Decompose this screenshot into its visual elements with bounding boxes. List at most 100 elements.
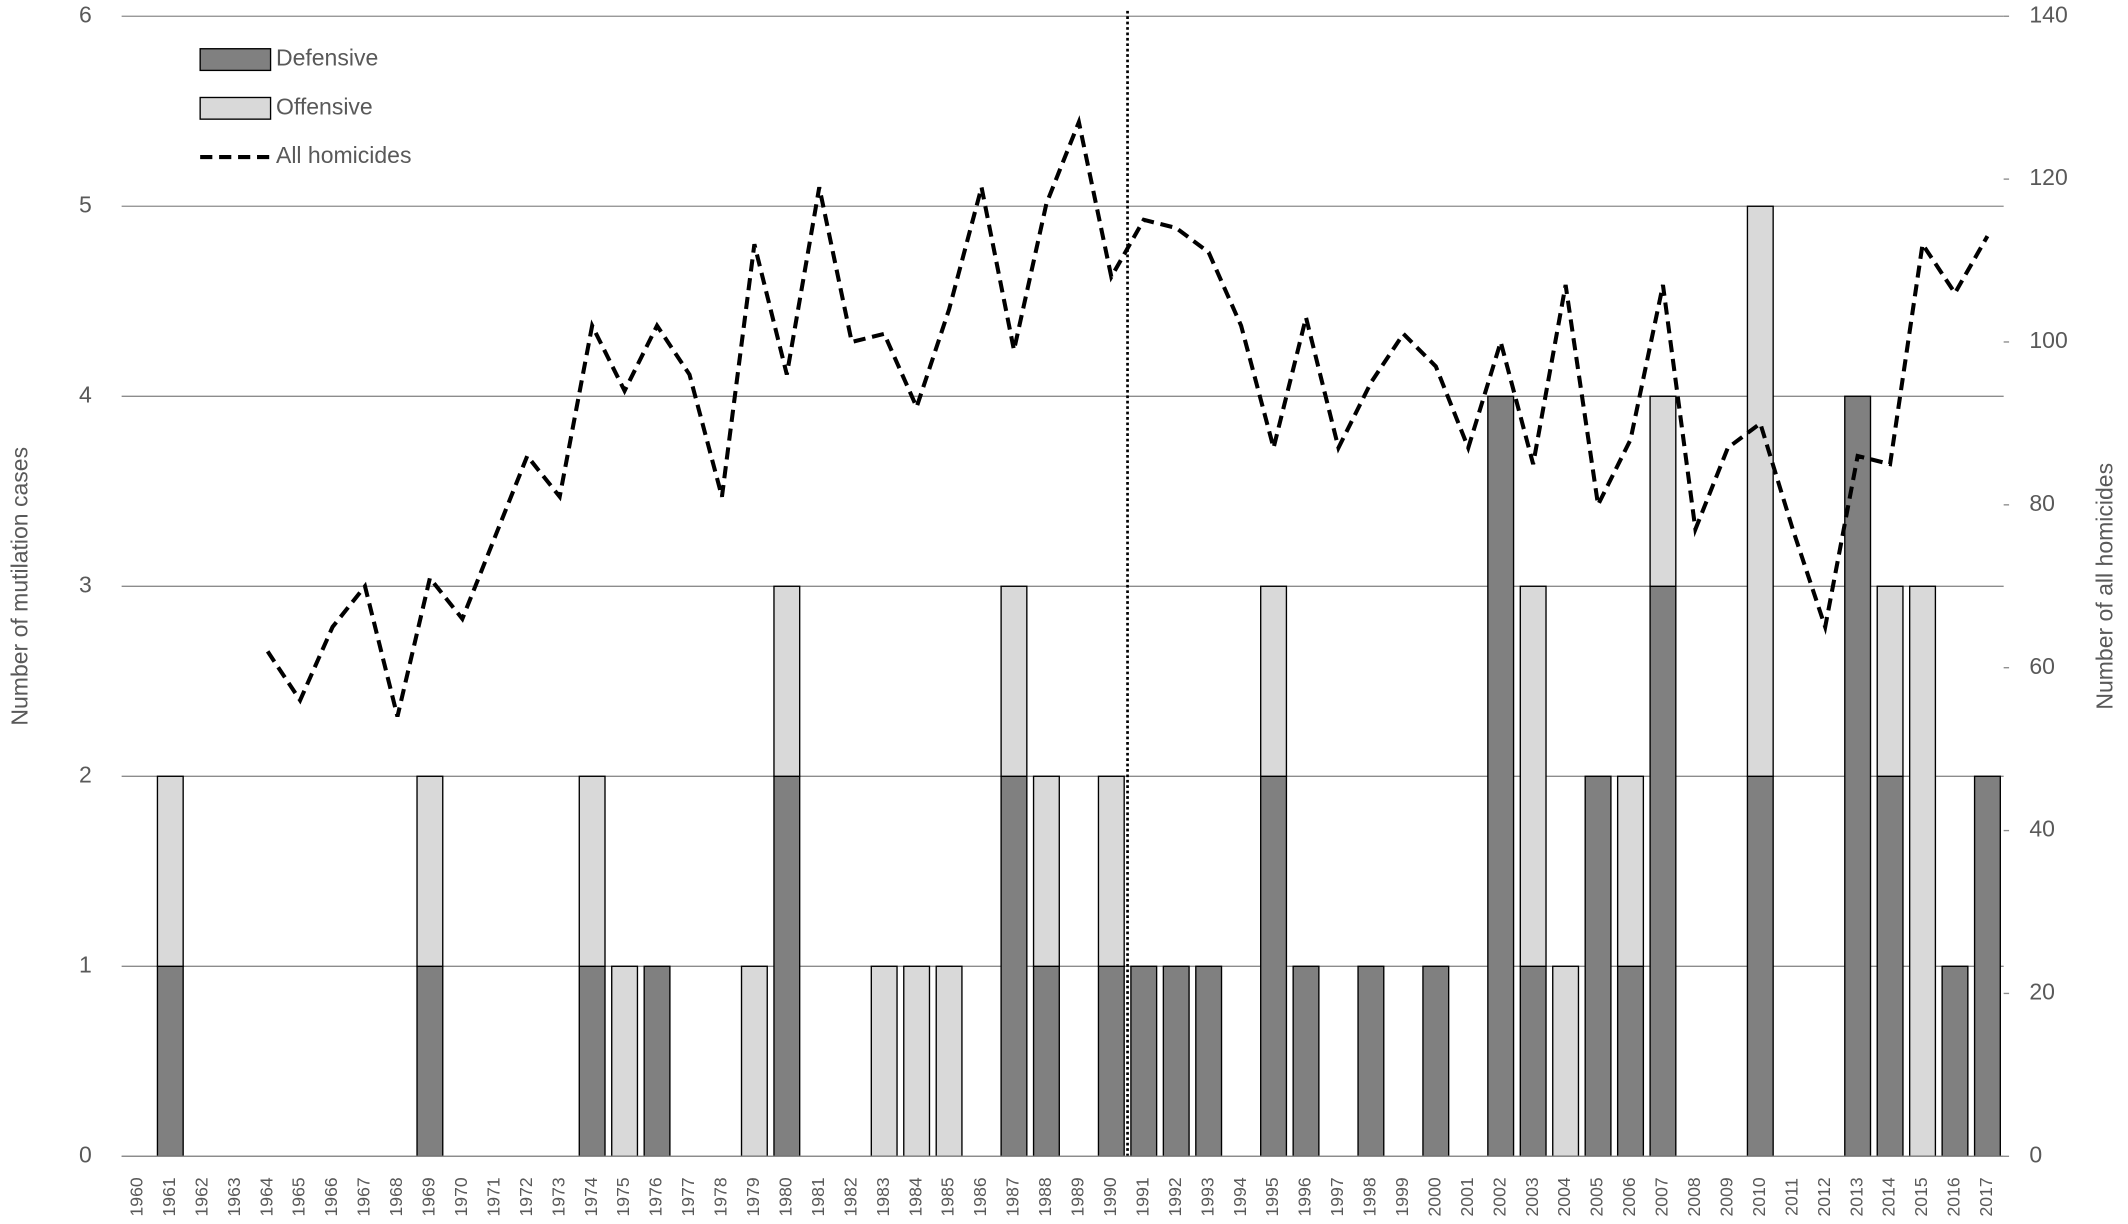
bar-segment — [643, 965, 671, 1157]
bar-segment — [1973, 775, 2001, 1157]
x-tick-label: 1998 — [1360, 1177, 1380, 1216]
x-tick-label: 1972 — [516, 1177, 536, 1216]
x-tick-label: 1976 — [646, 1177, 666, 1216]
bar-segment — [611, 965, 639, 1157]
x-tick-label: 1983 — [873, 1177, 893, 1216]
bar-segment — [1649, 585, 1677, 1157]
x-tick-label: 2013 — [1846, 1177, 1866, 1216]
y-tick-label: 4 — [79, 381, 92, 407]
x-tick-label: 2015 — [1911, 1177, 1931, 1216]
x-tick-label: 1997 — [1327, 1177, 1347, 1216]
x-tick-label: 1980 — [775, 1177, 795, 1216]
bar-segment — [578, 775, 606, 967]
x-tick-label: 1971 — [483, 1177, 503, 1216]
x-tick-label: 1962 — [191, 1177, 211, 1216]
x-tick-label: 1979 — [743, 1177, 763, 1216]
line — [265, 115, 1990, 718]
bar-segment — [578, 965, 606, 1157]
x-tick-label: 2017 — [1976, 1177, 1996, 1216]
y-axis-label: Number of mutilation cases — [7, 447, 33, 726]
y2-tick-label: 120 — [2029, 164, 2067, 190]
x-tick-label: 1975 — [613, 1177, 633, 1216]
bar-segment — [1487, 395, 1515, 1157]
y2-tick-label: 140 — [2029, 1, 2067, 27]
x-tick-label: 1969 — [419, 1177, 439, 1216]
bar-segment — [1195, 965, 1223, 1157]
y-tick-label: 1 — [79, 951, 92, 977]
bar-segment — [1000, 585, 1028, 777]
x-tick-label: 1981 — [808, 1177, 828, 1216]
x-tick-label: 1995 — [1262, 1177, 1282, 1216]
x-tick-label: 1996 — [1295, 1177, 1315, 1216]
y-tick-label: 5 — [79, 191, 92, 217]
bar-segment — [1941, 965, 1969, 1157]
x-tick-label: 2006 — [1619, 1177, 1639, 1216]
x-tick-label: 1990 — [1100, 1177, 1120, 1216]
bar-segment — [903, 965, 931, 1157]
x-tick-label: 1989 — [1068, 1177, 1088, 1216]
bar-segment — [1746, 775, 1774, 1157]
bar-segment — [1422, 965, 1450, 1157]
bar-segment — [1292, 965, 1320, 1157]
bar-segment — [935, 965, 963, 1157]
y2-tick-label: 20 — [2029, 979, 2055, 1005]
x-tick-label: 1960 — [127, 1177, 147, 1216]
bar-segment — [773, 775, 801, 1157]
x-tick-label: 1987 — [1003, 1177, 1023, 1216]
bar-segment — [1032, 775, 1060, 967]
x-tick-label: 2008 — [1684, 1177, 1704, 1216]
x-tick-label: 1988 — [1035, 1177, 1055, 1216]
y2-tick-label: 80 — [2029, 490, 2055, 516]
bar-segment — [1519, 585, 1547, 967]
x-tick-label: 1984 — [905, 1177, 925, 1216]
x-tick-label: 1964 — [256, 1177, 276, 1216]
bar-segment — [1097, 775, 1125, 967]
x-tick-label: 2005 — [1587, 1177, 1607, 1216]
y-tick-label: 2 — [79, 761, 92, 787]
x-tick-label: 1961 — [159, 1177, 179, 1216]
x-tick-label: 1985 — [938, 1177, 958, 1216]
bar-segment — [1746, 205, 1774, 777]
bar-segment — [773, 585, 801, 777]
bar-segment — [1876, 775, 1904, 1157]
bar-segment — [1357, 965, 1385, 1157]
bar-segment — [1909, 585, 1937, 1157]
x-tick-label: 1978 — [711, 1177, 731, 1216]
x-tick-label: 2002 — [1489, 1177, 1509, 1216]
x-tick-label: 2004 — [1554, 1177, 1574, 1216]
bar-segment — [1616, 775, 1645, 967]
bar-segment — [1097, 965, 1125, 1157]
x-tick-label: 1994 — [1230, 1177, 1250, 1216]
bar-segment — [416, 965, 444, 1157]
x-tick-label: 2003 — [1522, 1177, 1542, 1216]
x-tick-label: 1991 — [1132, 1177, 1152, 1216]
x-tick-label: 2007 — [1652, 1177, 1672, 1216]
bar-segment — [1616, 965, 1645, 1157]
y-tick-label: 3 — [79, 571, 92, 597]
x-tick-label: 2012 — [1814, 1177, 1834, 1216]
bar-segment — [740, 965, 768, 1157]
bar-segment — [1260, 585, 1288, 777]
x-tick-label: 2011 — [1781, 1178, 1801, 1216]
legend-swatch — [199, 48, 272, 72]
x-tick-label: 1999 — [1392, 1177, 1412, 1216]
y2-tick-label: 60 — [2029, 653, 2055, 679]
bar-segment — [1032, 965, 1060, 1157]
x-tick-label: 1993 — [1197, 1177, 1217, 1216]
x-tick-label: 1967 — [354, 1177, 374, 1216]
bar-segment — [1519, 965, 1547, 1157]
x-tick-label: 1973 — [548, 1177, 568, 1216]
y2-tick-label: 0 — [2029, 1141, 2042, 1167]
bar-segment — [1000, 775, 1028, 1157]
x-tick-label: 1963 — [224, 1177, 244, 1216]
bar-segment — [416, 775, 444, 967]
bar-segment — [1584, 775, 1612, 1157]
x-tick-label: 1970 — [451, 1177, 471, 1216]
x-tick-label: 1986 — [970, 1177, 990, 1216]
x-tick-label: 2009 — [1717, 1177, 1737, 1216]
x-tick-label: 1982 — [840, 1177, 860, 1216]
x-tick-label: 1966 — [321, 1177, 341, 1216]
bar-segment — [870, 965, 898, 1157]
bar-segment — [1844, 395, 1872, 1157]
